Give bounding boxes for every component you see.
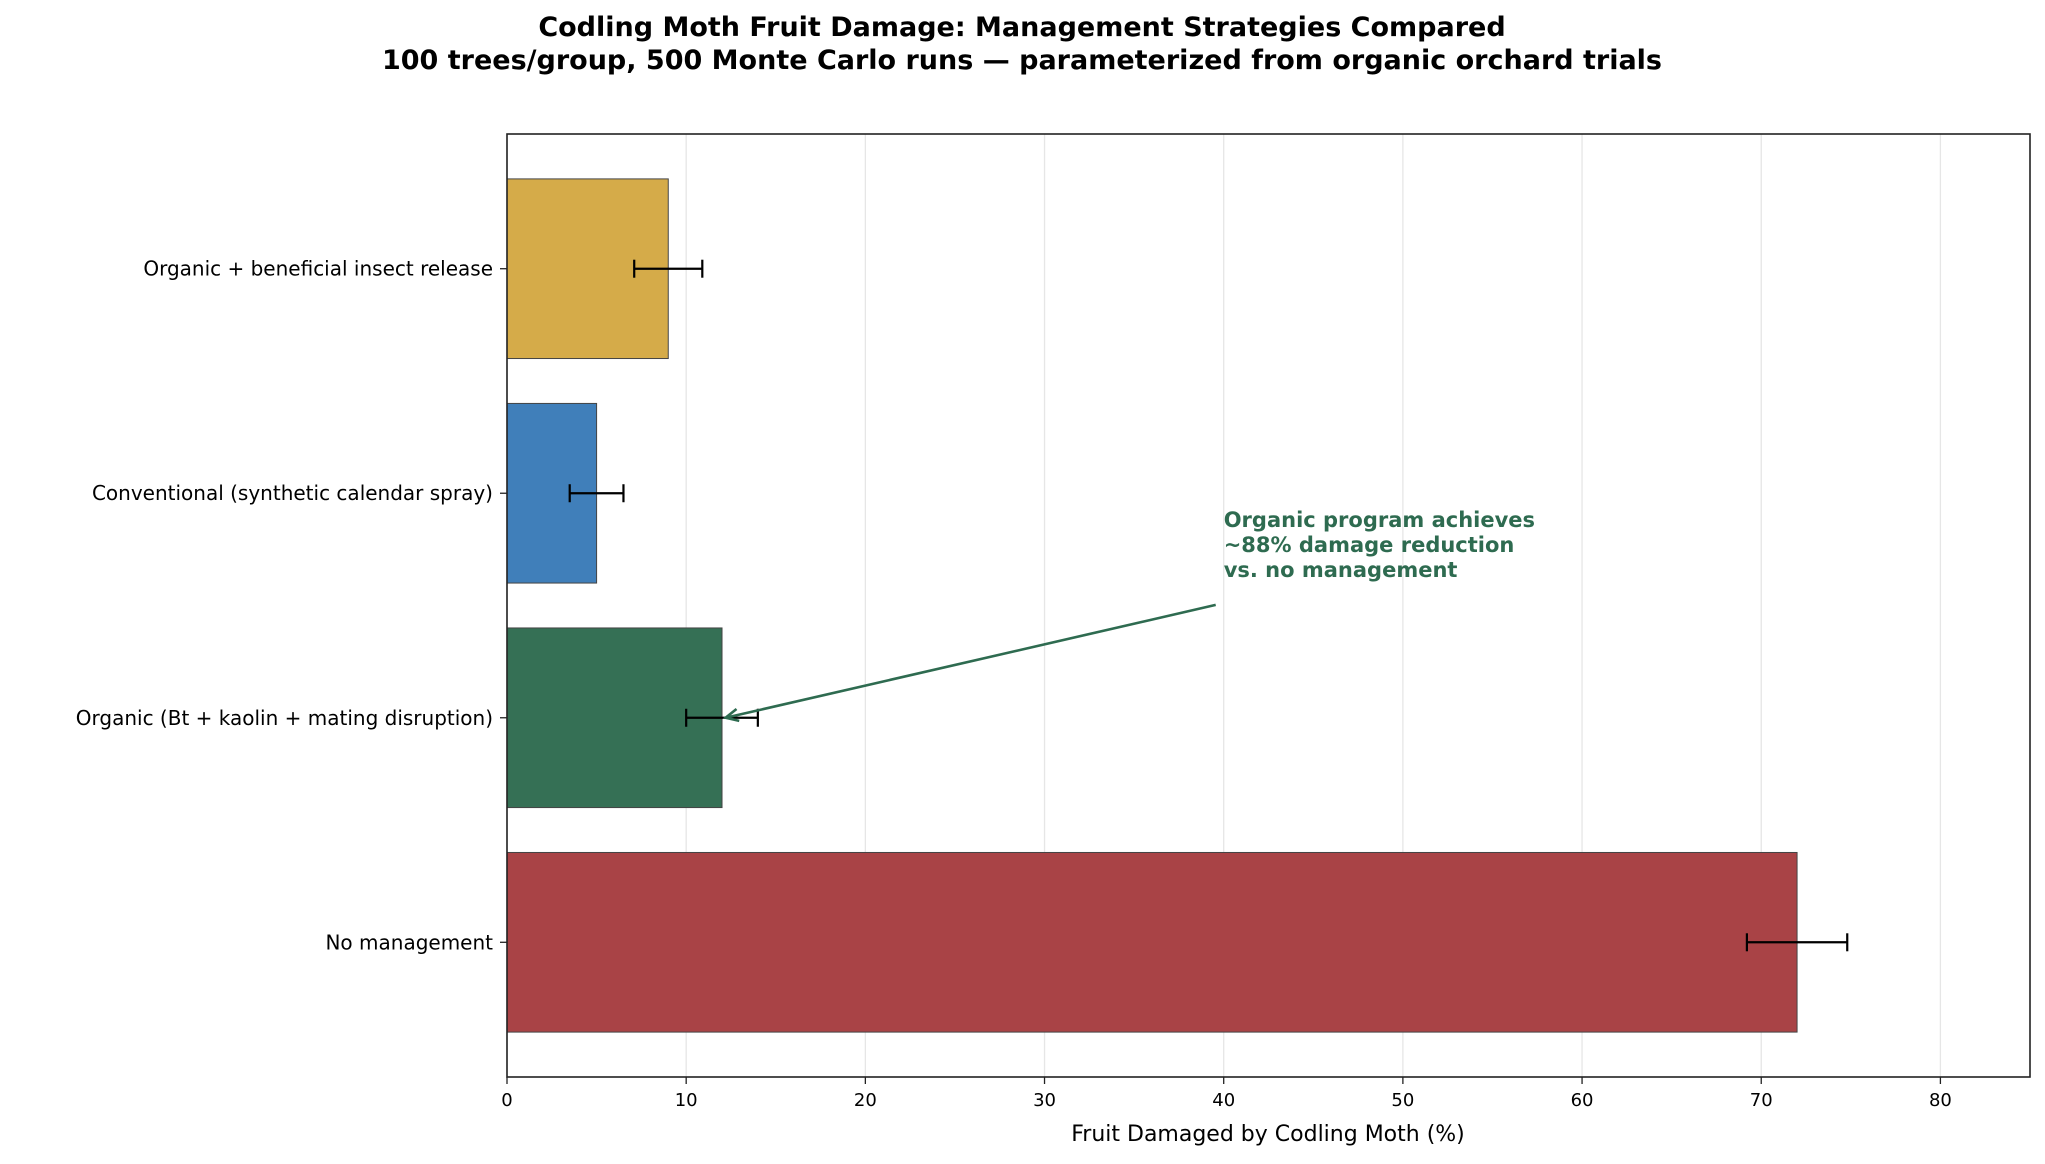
bar bbox=[506, 851, 1798, 1033]
chart-subtitle: 100 trees/group, 500 Monte Carlo runs — … bbox=[382, 45, 1662, 76]
x-tick-label: 30 bbox=[1033, 1090, 1056, 1111]
chart-title: Codling Moth Fruit Damage: Management St… bbox=[538, 12, 1505, 43]
x-tick-label: 50 bbox=[1391, 1090, 1414, 1111]
annotation-text: ~88% damage reduction bbox=[1224, 533, 1515, 557]
annotation-text: Organic program achieves bbox=[1224, 508, 1535, 532]
arrow-head bbox=[722, 707, 740, 723]
y-tick-label: Conventional (synthetic calendar spray) bbox=[92, 481, 493, 505]
x-axis-label: Fruit Damaged by Codling Moth (%) bbox=[1071, 1122, 1465, 1147]
x-tick-label: 10 bbox=[675, 1090, 698, 1111]
y-tick-label: Organic (Bt + kaolin + mating disruption… bbox=[76, 706, 493, 730]
x-tick-label: 20 bbox=[854, 1090, 877, 1111]
y-tick-label: No management bbox=[325, 930, 493, 954]
annotation-text: vs. no management bbox=[1224, 558, 1458, 582]
y-tick-label: Organic + beneficial insect release bbox=[143, 257, 493, 281]
annotation-arrow bbox=[725, 603, 1216, 720]
x-tick-label: 80 bbox=[1929, 1090, 1952, 1111]
x-tick-label: 0 bbox=[501, 1090, 512, 1111]
x-tick-label: 60 bbox=[1571, 1090, 1594, 1111]
x-tick-label: 40 bbox=[1212, 1090, 1235, 1111]
axes-frame bbox=[506, 133, 2031, 1078]
x-tick-label: 70 bbox=[1750, 1090, 1773, 1111]
